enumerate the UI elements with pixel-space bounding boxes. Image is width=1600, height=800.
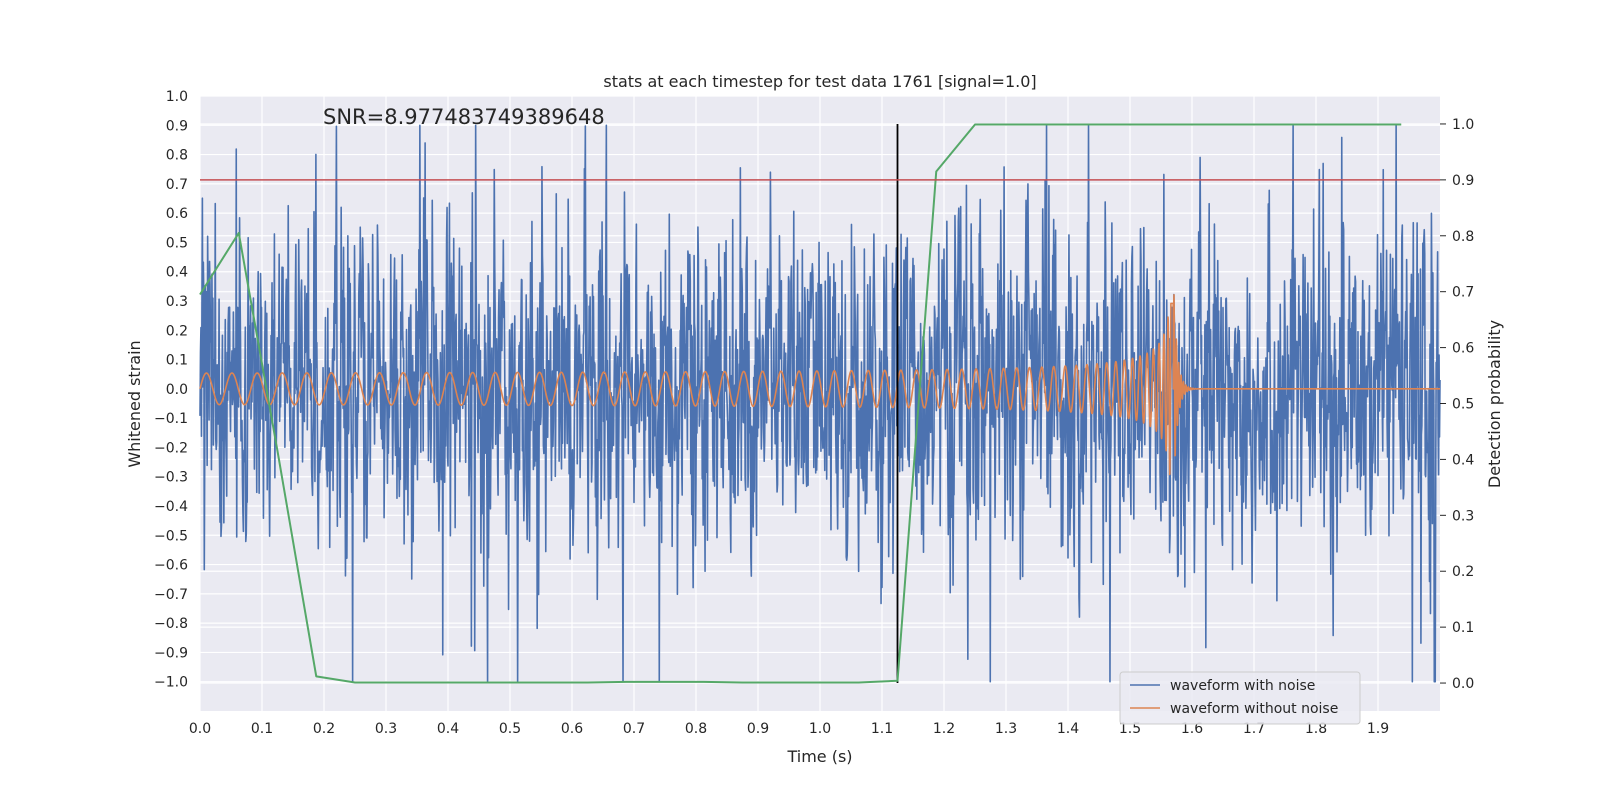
legend: waveform with noise waveform without noi… (1119, 671, 1361, 725)
y-tick-label-19: −0.9 (154, 645, 188, 661)
chart-title: stats at each timestep for test data 176… (603, 72, 1036, 91)
x-tick-label-4: 0.4 (437, 721, 459, 737)
x-axis: 0.0 0.1 0.2 0.3 0.4 0.5 0.6 0.7 0.8 0.9 1.0 1.1 1.2 1… (189, 721, 1389, 737)
y-axis-right: 0.0 0.1 0.2 0.3 0.4 0.5 0.6 0.7 0.8 0.9 1.0 (1440, 117, 1474, 692)
legend-box (1119, 671, 1361, 725)
y-tick-label-3: 0.7 (166, 177, 188, 193)
y-tick-label-9: 0.1 (166, 353, 188, 369)
x-tick-label-13: 1.3 (995, 721, 1017, 737)
x-tick-label-6: 0.6 (561, 721, 583, 737)
x-tick-label-8: 0.8 (685, 721, 707, 737)
series-detection-probability (199, 123, 1402, 684)
x-tick-label-12: 1.2 (933, 721, 955, 737)
y-tick-label-0: 1.0 (166, 89, 188, 105)
y2-tick-label-3: 0.3 (1452, 508, 1474, 524)
y-tick-label-5: 0.5 (166, 235, 188, 251)
clean-line (199, 294, 1441, 476)
y2-tick-label-9: 0.9 (1452, 173, 1474, 189)
legend-label-clean: waveform without noise (1170, 701, 1338, 717)
y-tick-label-6: 0.4 (166, 265, 188, 281)
x-tick-label-16: 1.6 (1181, 721, 1203, 737)
x-tick-label-1: 0.1 (251, 721, 273, 737)
snr-annotation: SNR=8.977483749389648 (323, 105, 605, 129)
x-axis-label: Time (s) (786, 747, 852, 766)
y-tick-label-8: 0.2 (166, 323, 188, 339)
y-tick-label-2: 0.8 (166, 148, 188, 164)
x-tick-label-10: 1.0 (809, 721, 831, 737)
x-tick-label-2: 0.2 (313, 721, 335, 737)
y-tick-label-14: −0.4 (154, 499, 188, 515)
y-tick-label-18: −0.8 (154, 616, 188, 632)
y-tick-label-1: 0.9 (166, 118, 188, 134)
y-tick-label-16: −0.6 (154, 558, 188, 574)
y-tick-label-4: 0.6 (166, 206, 188, 222)
y-tick-label-17: −0.7 (154, 587, 188, 603)
x-tick-label-14: 1.4 (1057, 721, 1079, 737)
y2-tick-label-2: 0.2 (1452, 564, 1474, 580)
y2-axis-label: Detection probability (1485, 320, 1504, 488)
y2-tick-label-8: 0.8 (1452, 229, 1474, 245)
x-tick-label-7: 0.7 (623, 721, 645, 737)
y2-tick-label-6: 0.6 (1452, 341, 1474, 357)
x-tick-label-0: 0.0 (189, 721, 211, 737)
y2-tick-label-1: 0.1 (1452, 620, 1474, 636)
x-tick-label-5: 0.5 (499, 721, 521, 737)
y2-tick-label-5: 0.5 (1452, 397, 1474, 413)
y-axis-left: 1.0 0.9 0.8 0.7 0.6 0.5 0.4 0.3 0.2 0.1 0.0 −0.1 −0.… (154, 89, 188, 691)
y-axis-label: Whitened strain (125, 340, 144, 467)
series-waveform-with-noise (199, 124, 1441, 683)
y-tick-label-15: −0.5 (154, 528, 188, 544)
y2-tick-label-7: 0.7 (1452, 285, 1474, 301)
legend-label-noise: waveform with noise (1170, 678, 1315, 694)
noise-line (199, 124, 1441, 683)
y-tick-label-12: −0.2 (154, 440, 188, 456)
x-tick-label-9: 0.9 (747, 721, 769, 737)
y-tick-label-20: −1.0 (154, 675, 188, 691)
y2-tick-label-4: 0.4 (1452, 452, 1474, 468)
x-tick-label-18: 1.8 (1305, 721, 1327, 737)
y-tick-label-13: −0.3 (154, 470, 188, 486)
y-tick-label-10: 0.0 (166, 382, 188, 398)
x-tick-label-15: 1.5 (1119, 721, 1141, 737)
series-waveform-without-noise (199, 294, 1441, 476)
probability-line (199, 123, 1402, 684)
x-tick-label-19: 1.9 (1367, 721, 1389, 737)
x-tick-label-3: 0.3 (375, 721, 397, 737)
y2-tick-label-10: 1.0 (1452, 117, 1474, 133)
x-tick-label-17: 1.7 (1243, 721, 1265, 737)
y-tick-label-7: 0.3 (166, 294, 188, 310)
y-tick-label-11: −0.1 (154, 411, 188, 427)
y2-tick-label-0: 0.0 (1452, 676, 1474, 692)
x-tick-label-11: 1.1 (871, 721, 893, 737)
